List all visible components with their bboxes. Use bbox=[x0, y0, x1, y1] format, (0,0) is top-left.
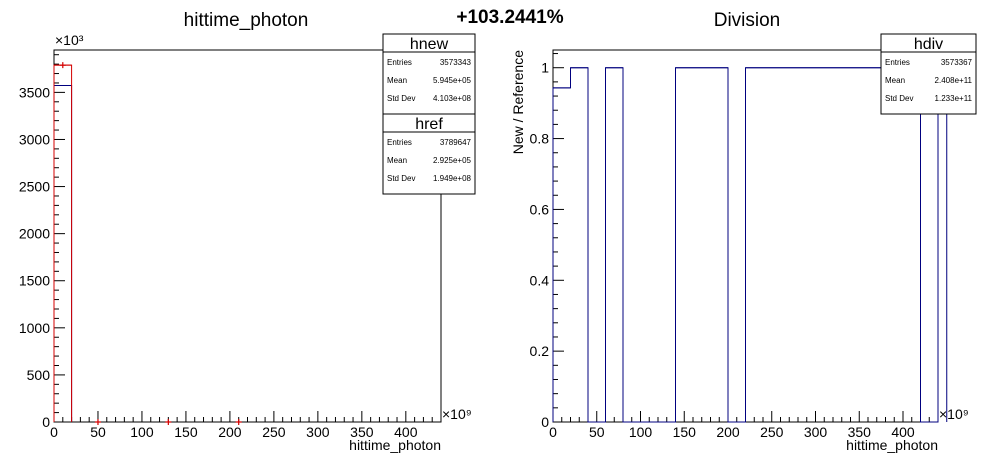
y-tick-label: 1500 bbox=[19, 273, 50, 289]
x-tick-label: 50 bbox=[589, 424, 605, 440]
y-tick-label: 1 bbox=[541, 60, 549, 76]
stats-key: Std Dev bbox=[387, 174, 415, 183]
stats-value: 3573367 bbox=[941, 58, 973, 67]
data-marker bbox=[235, 419, 242, 425]
x-exponent-label: ×10⁹ bbox=[442, 406, 472, 422]
y-tick-label: 3500 bbox=[19, 84, 50, 100]
stats-box-title: href bbox=[415, 116, 443, 133]
stats-box-border bbox=[382, 33, 476, 115]
y-tick-label: 0 bbox=[541, 414, 549, 430]
stats-box-hnew: hnew Entries 3573343 Mean 5.945e+05 Std Dev 4.… bbox=[382, 33, 476, 115]
stats-key: Entries bbox=[885, 58, 910, 67]
stats-box-title: hdiv bbox=[914, 36, 943, 53]
x-tick-label: 100 bbox=[130, 424, 154, 440]
y-tick-label: 0.8 bbox=[530, 131, 550, 147]
y-tick-label: 0 bbox=[42, 414, 50, 430]
series-hnew bbox=[53, 84, 73, 422]
data-marker bbox=[94, 419, 101, 425]
x-tick-label: 0 bbox=[50, 424, 58, 440]
y-exponent-label: ×10³ bbox=[55, 32, 84, 48]
data-marker bbox=[165, 419, 172, 425]
stats-value: 2.925e+05 bbox=[433, 156, 472, 165]
x-tick-label: 0 bbox=[549, 424, 557, 440]
y-tick-label: 2500 bbox=[19, 179, 50, 195]
canvas-title: +103.2441% bbox=[456, 7, 563, 28]
x-tick-label: 300 bbox=[804, 424, 828, 440]
stats-box-border bbox=[880, 33, 977, 115]
stats-key: Mean bbox=[885, 76, 905, 85]
x-exponent-label: ×10⁹ bbox=[939, 406, 969, 422]
x-tick-label: 150 bbox=[673, 424, 697, 440]
stats-key: Std Dev bbox=[387, 94, 415, 103]
left-pad: hittime_photon 0 50 100 150 200 250 300 350 400 0 5… bbox=[19, 10, 476, 453]
x-tick-label: 250 bbox=[262, 424, 286, 440]
stats-key: Mean bbox=[387, 156, 407, 165]
y-tick-label: 0.6 bbox=[530, 201, 550, 217]
y-tick-label: 500 bbox=[27, 367, 51, 383]
x-tick-label: 100 bbox=[629, 424, 653, 440]
stats-key: Entries bbox=[387, 58, 412, 67]
series-hdiv bbox=[552, 67, 948, 423]
chart-title: Division bbox=[714, 10, 781, 31]
histogram-line-hnew bbox=[53, 84, 73, 422]
stats-value: 3573343 bbox=[440, 58, 472, 67]
stats-value: 4.103e+08 bbox=[433, 94, 472, 103]
stats-box-title: hnew bbox=[410, 36, 449, 53]
stats-key: Mean bbox=[387, 76, 407, 85]
y-tick-label: 2000 bbox=[19, 226, 50, 242]
x-tick-label: 350 bbox=[848, 424, 872, 440]
y-tick-label: 1000 bbox=[19, 320, 50, 336]
x-tick-label: 350 bbox=[350, 424, 374, 440]
x-tick-label: 50 bbox=[90, 424, 106, 440]
stats-value: 1.949e+08 bbox=[433, 174, 472, 183]
x-tick-label: 200 bbox=[218, 424, 242, 440]
x-tick-label: 400 bbox=[394, 424, 418, 440]
x-tick-label: 200 bbox=[716, 424, 740, 440]
stats-value: 3789647 bbox=[440, 138, 472, 147]
stats-value: 2.408e+11 bbox=[935, 76, 973, 85]
stats-key: Std Dev bbox=[885, 94, 913, 103]
stats-box-hdiv: hdiv Entries 3573367 Mean 2.408e+11 Std Dev 1.… bbox=[880, 33, 977, 115]
stats-box-border bbox=[382, 113, 476, 195]
right-pad: Division 0 50 100 150 200 250 300 350 400 0 0.2 0.4 0… bbox=[510, 10, 977, 453]
stats-value: 1.233e+11 bbox=[935, 94, 973, 103]
y-tick-label: 3000 bbox=[19, 131, 50, 147]
x-axis-title: hittime_photon bbox=[349, 437, 441, 453]
stats-key: Entries bbox=[387, 138, 412, 147]
series-href bbox=[53, 62, 242, 425]
data-marker bbox=[59, 62, 66, 69]
x-axis-title: hittime_photon bbox=[846, 437, 938, 453]
histogram-line-hdiv bbox=[552, 67, 948, 423]
y-axis-title: New / Reference bbox=[510, 50, 526, 154]
y-tick-label: 0.4 bbox=[530, 272, 550, 288]
x-tick-label: 250 bbox=[760, 424, 784, 440]
x-tick-label: 400 bbox=[891, 424, 915, 440]
chart-title: hittime_photon bbox=[184, 10, 309, 31]
x-tick-label: 150 bbox=[174, 424, 198, 440]
y-tick-label: 0.2 bbox=[530, 343, 550, 359]
x-tick-label: 300 bbox=[306, 424, 330, 440]
stats-value: 5.945e+05 bbox=[433, 76, 472, 85]
